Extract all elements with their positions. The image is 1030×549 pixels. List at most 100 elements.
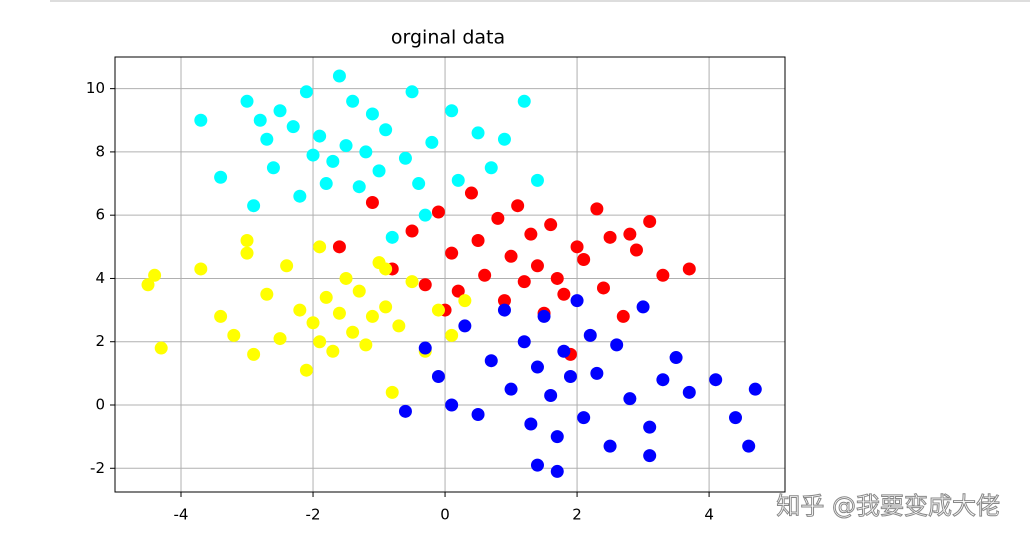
point [563, 370, 577, 384]
point [365, 196, 379, 210]
point [550, 271, 564, 285]
point [346, 94, 360, 108]
point [266, 161, 280, 175]
y-tick-label: 8 [95, 142, 105, 160]
point [445, 398, 459, 412]
point [319, 290, 333, 304]
point [273, 104, 287, 118]
point [471, 407, 485, 421]
point [286, 120, 300, 134]
y-tick-label: 4 [95, 269, 105, 287]
point [557, 287, 571, 301]
point [398, 151, 412, 165]
point [240, 233, 254, 247]
point [458, 319, 472, 333]
point [214, 170, 228, 184]
point [570, 294, 584, 308]
point [629, 243, 643, 257]
point [299, 85, 313, 99]
point [273, 332, 287, 346]
chart-title: orginal data [391, 27, 505, 49]
point [643, 420, 657, 434]
x-tick-label: 0 [440, 506, 450, 524]
point [504, 249, 518, 263]
point [412, 177, 426, 191]
point [530, 458, 544, 472]
point [425, 135, 439, 149]
point [623, 392, 637, 406]
y-tick-label: 0 [95, 396, 105, 414]
point [299, 363, 313, 377]
point [313, 129, 327, 143]
point [748, 382, 762, 396]
point [491, 211, 505, 225]
point [623, 227, 637, 241]
point [451, 284, 465, 298]
point [431, 303, 445, 317]
point [326, 154, 340, 168]
point [431, 370, 445, 384]
point [194, 113, 208, 127]
point [610, 338, 624, 352]
point [511, 199, 525, 213]
y-tick-label: -2 [90, 459, 105, 477]
point [504, 382, 518, 396]
point [365, 309, 379, 323]
point [260, 287, 274, 301]
point [669, 351, 683, 365]
point [530, 360, 544, 374]
point [544, 218, 558, 232]
point [570, 240, 584, 254]
point [728, 411, 742, 425]
point [497, 294, 511, 308]
y-tick-label: 2 [95, 332, 105, 350]
point [497, 303, 511, 317]
point [148, 268, 162, 282]
grid [115, 57, 785, 492]
point [332, 69, 346, 83]
point [524, 227, 538, 241]
point [260, 132, 274, 146]
point [306, 316, 320, 330]
point [240, 246, 254, 260]
watermark: 知乎 @我要变成大佬 [776, 492, 1000, 520]
point [603, 439, 617, 453]
point [293, 303, 307, 317]
point [332, 240, 346, 254]
point [319, 177, 333, 191]
point [332, 306, 346, 320]
point [497, 132, 511, 146]
point [194, 262, 208, 276]
point [590, 366, 604, 380]
point [537, 309, 551, 323]
point [709, 373, 723, 387]
point [352, 284, 366, 298]
point [544, 389, 558, 403]
point [253, 113, 267, 127]
point [398, 404, 412, 418]
point [583, 328, 597, 342]
point [471, 126, 485, 140]
point [557, 344, 571, 358]
x-tick-label: 4 [704, 506, 714, 524]
point [339, 139, 353, 153]
points [141, 69, 762, 478]
point [379, 123, 393, 137]
point [326, 344, 340, 358]
point [636, 300, 650, 314]
point [339, 271, 353, 285]
point [214, 309, 228, 323]
point [550, 430, 564, 444]
x-tick-label: -4 [174, 506, 189, 524]
point [517, 94, 531, 108]
point [385, 385, 399, 399]
x-tick-label: -2 [306, 506, 321, 524]
point [682, 385, 696, 399]
point [596, 281, 610, 295]
point [418, 341, 432, 355]
point [379, 300, 393, 314]
point [306, 148, 320, 162]
point [359, 338, 373, 352]
